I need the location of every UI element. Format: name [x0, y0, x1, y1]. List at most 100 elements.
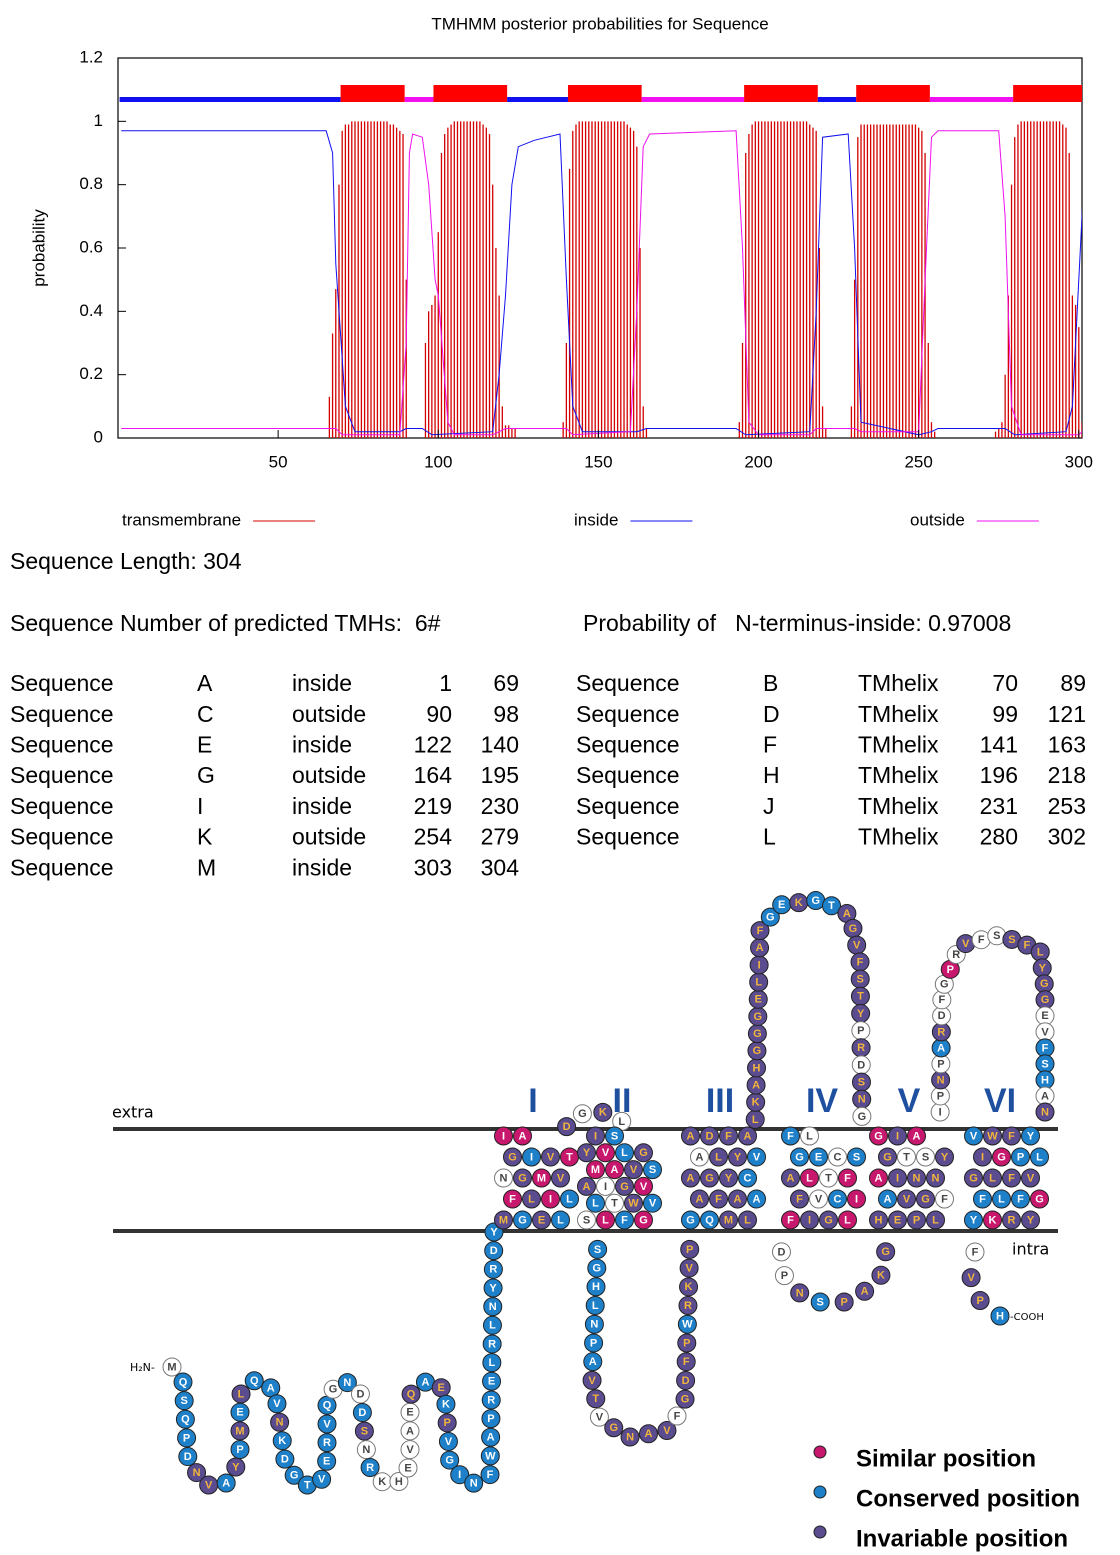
row-end: 302 [1048, 824, 1086, 850]
residue-letter: Y [1027, 1130, 1035, 1142]
residue-bead [834, 1292, 854, 1312]
residue-letter: A [589, 1356, 597, 1368]
residue-letter: I [549, 1193, 552, 1205]
residue-letter: G [329, 1384, 338, 1396]
row-start: 1 [439, 670, 452, 696]
residue-bead [679, 1258, 699, 1278]
legend-dot [813, 1485, 827, 1499]
residue-letter: P [976, 1295, 983, 1307]
residue-bead [162, 1357, 182, 1377]
residue-bead [973, 1189, 992, 1209]
residue-letter: G [1040, 978, 1049, 990]
y-tick-label: 0.4 [79, 301, 103, 320]
residue-bead [541, 1147, 560, 1167]
y-tick-label: 0 [94, 427, 103, 446]
residue-letter: G [824, 1214, 833, 1226]
residue-bead [935, 1189, 954, 1209]
residue-letter: F [1008, 1172, 1015, 1184]
row-seq: Sequence [10, 824, 114, 850]
residue-bead [983, 1126, 1002, 1146]
residue-letter: D [184, 1451, 192, 1463]
residue-letter: N [937, 1074, 945, 1086]
residue-bead [337, 1373, 357, 1393]
residue-letter: S [594, 1244, 601, 1256]
y-axis-label: probability [29, 209, 48, 287]
residue-bead [677, 1333, 697, 1353]
residue-bead [677, 1314, 697, 1334]
residue-letter: P [913, 1214, 920, 1226]
x-tick-label: 250 [904, 452, 932, 471]
residue-letter: L [755, 977, 762, 989]
residue-letter: T [825, 1172, 832, 1184]
tmh-line: Sequence Number of predicted TMHs: 6# [10, 610, 441, 636]
residue-letter: K [795, 897, 803, 909]
residue-letter: F [857, 956, 864, 968]
residue-letter: A [611, 1164, 619, 1176]
residue-letter: V [640, 1181, 648, 1193]
residue-bead [855, 1281, 875, 1301]
residue-letter: V [323, 1418, 331, 1430]
residue-letter: S [1008, 934, 1015, 946]
residue-bead [577, 1210, 596, 1230]
residue-letter: I [604, 1181, 607, 1193]
residue-letter: H [875, 1214, 883, 1226]
residue-bead [272, 1431, 292, 1451]
residue-letter: G [686, 1214, 695, 1226]
residue-bead [992, 1147, 1011, 1167]
topology-band [404, 97, 434, 102]
residue-letter: V [557, 1172, 565, 1184]
residue-bead [800, 1210, 819, 1230]
row-start: 219 [414, 793, 452, 819]
residue-bead [1021, 1168, 1040, 1188]
residue-bead [398, 1458, 418, 1478]
residue-bead [577, 1176, 596, 1196]
residue-bead [481, 1409, 501, 1429]
residue-letter: Q [705, 1214, 714, 1226]
residue-bead [1030, 1189, 1049, 1209]
residue-bead [676, 1352, 696, 1372]
residue-bead [615, 1210, 634, 1230]
row-id: G [197, 762, 215, 788]
residue-letter: P [937, 1090, 944, 1102]
residue-letter: D [356, 1388, 364, 1400]
residue-letter: V [753, 1151, 761, 1163]
residue-letter: G [753, 1028, 762, 1040]
residue-letter: F [1008, 1130, 1015, 1142]
residue-bead [926, 1168, 945, 1188]
residue-letter: L [557, 1214, 564, 1226]
residue-letter: E [778, 899, 785, 911]
residue-bead [871, 1265, 891, 1285]
residue-letter: E [815, 1151, 822, 1163]
residue-bead [935, 1147, 954, 1167]
residue-bead [1011, 1189, 1030, 1209]
residue-letter: F [844, 1172, 851, 1184]
residue-letter: G [681, 1394, 690, 1406]
residue-letter: G [1035, 1193, 1044, 1205]
row-region: TMhelix [858, 670, 939, 696]
residue-letter: D [938, 1010, 946, 1022]
residue-bead [482, 1334, 502, 1354]
residue-letter: W [682, 1319, 693, 1331]
residue-bead [317, 1433, 337, 1453]
residue-bead [973, 1147, 992, 1167]
residue-bead [790, 1147, 809, 1167]
residue-bead [615, 1176, 634, 1196]
residue-bead [634, 1143, 653, 1163]
helix-label: II [613, 1082, 632, 1120]
residue-letter: L [621, 1147, 628, 1159]
residue-letter: G [858, 1111, 867, 1123]
row-end: 279 [481, 824, 519, 850]
residue-letter: F [1042, 1042, 1049, 1054]
residue-letter: V [588, 1375, 596, 1387]
residue-letter: G [445, 1454, 454, 1466]
residue-bead [551, 1168, 570, 1188]
residue-letter: A [1041, 1090, 1049, 1102]
residue-bead [847, 1147, 866, 1167]
residue-letter: V [1041, 1026, 1049, 1038]
residue-bead [541, 1189, 560, 1209]
residue-letter: D [358, 1407, 366, 1419]
residue-letter: V [970, 1130, 978, 1142]
residue-bead [624, 1160, 643, 1180]
topology-band [1087, 97, 1093, 102]
residue-letter: L [618, 1116, 625, 1128]
